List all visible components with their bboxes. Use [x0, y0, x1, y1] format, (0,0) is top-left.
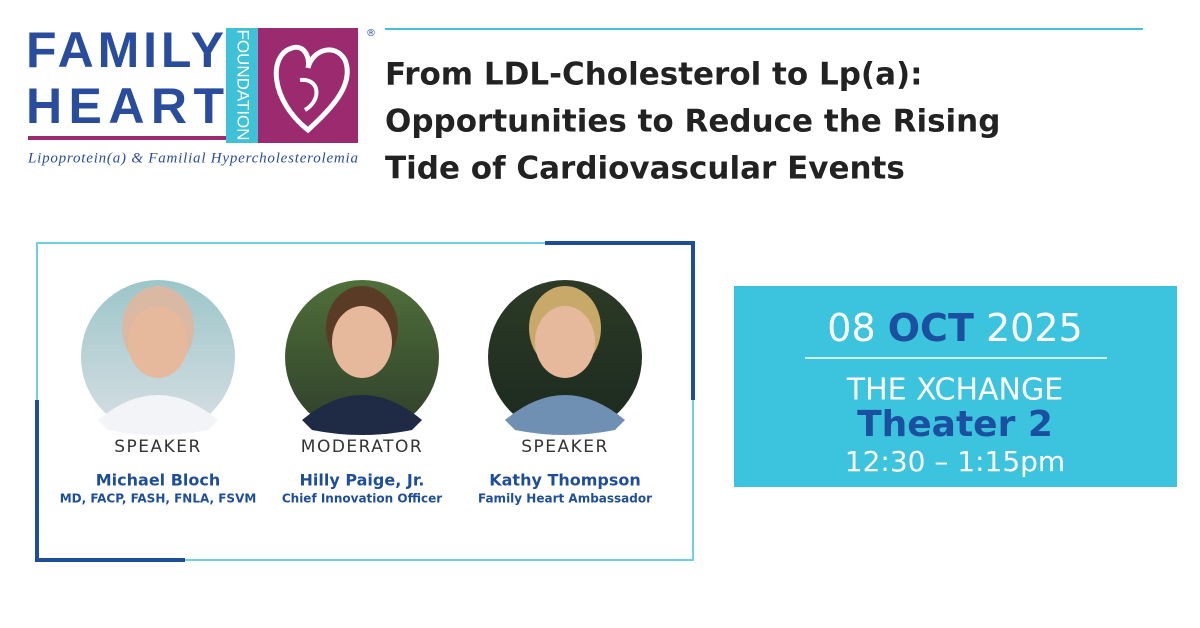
frame-accent — [545, 241, 695, 400]
logo-line2: HEART — [26, 78, 224, 134]
photo-body — [302, 395, 422, 435]
date: 08 OCT 2025 — [827, 306, 1082, 350]
frame-accent — [35, 400, 185, 562]
year: 2025 — [986, 306, 1083, 350]
person: SPEAKER Michael Bloch MD, FACP, FASH, FNLA… — [60, 280, 257, 506]
logo: FAMILY HEART FOUNDATION ® Lipoprotein(a)… — [26, 22, 376, 166]
person: MODERATOR Hilly Paige, Jr. Chief Innovatio… — [282, 280, 442, 506]
role: MODERATOR — [301, 437, 423, 457]
logo-square — [258, 28, 358, 143]
people: SPEAKER Michael Bloch MD, FACP, FASH, FNLA… — [60, 280, 652, 506]
photo-face — [332, 306, 392, 378]
date-box — [734, 286, 1177, 487]
day: 08 — [827, 306, 875, 350]
logo-vertical: FOUNDATION — [234, 29, 253, 140]
logo-swirl — [299, 77, 319, 112]
detail: Chief Innovation Officer — [282, 492, 442, 506]
detail: Family Heart Ambassador — [478, 492, 652, 506]
room: Theater 2 — [857, 404, 1053, 445]
logo-band — [226, 28, 258, 143]
role: SPEAKER — [521, 437, 609, 457]
photo-face — [128, 306, 188, 378]
time: 12:30 – 1:15pm — [845, 445, 1065, 478]
title: From LDL-Cholesterol to Lp(a): Opportunit… — [385, 57, 1000, 187]
title-line: From LDL-Cholesterol to Lp(a): — [385, 57, 923, 93]
name: Hilly Paige, Jr. — [299, 471, 424, 490]
photo-face — [535, 306, 595, 378]
logo-line1: FAMILY — [26, 22, 224, 78]
photo-body — [98, 395, 218, 435]
detail: MD, FACP, FASH, FNLA, FSVM — [60, 492, 257, 506]
logo-rule — [28, 136, 226, 140]
name: Michael Bloch — [96, 471, 221, 490]
venue: THE XCHANGE — [846, 373, 1063, 408]
title-line: Tide of Cardiovascular Events — [385, 151, 905, 187]
person: SPEAKER Kathy Thompson Family Heart Ambass… — [478, 280, 652, 506]
logo-heart — [273, 44, 350, 134]
logo-tagline: Lipoprotein(a) & Familial Hypercholester… — [27, 150, 358, 166]
name: Kathy Thompson — [489, 471, 641, 490]
logo-mark: ® — [366, 28, 376, 39]
month: OCT — [888, 306, 974, 350]
photo-body — [505, 395, 625, 435]
title-line: Opportunities to Reduce the Rising — [385, 104, 1000, 140]
role: SPEAKER — [114, 437, 202, 457]
